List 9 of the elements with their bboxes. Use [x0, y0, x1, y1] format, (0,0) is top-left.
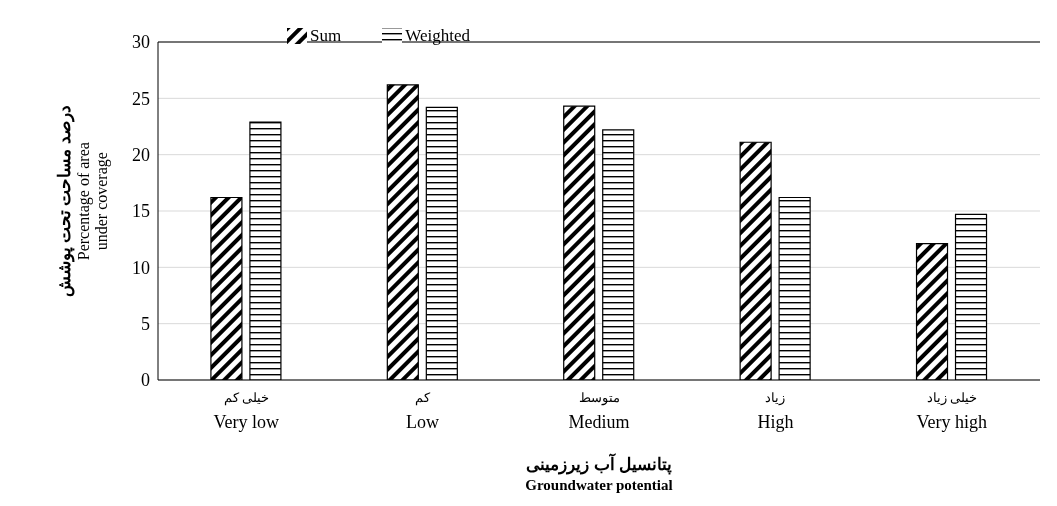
- y-tick-label: 15: [132, 201, 150, 222]
- y-tick-label: 25: [132, 88, 150, 109]
- y-tick-label: 20: [132, 145, 150, 166]
- legend-label: Sum: [310, 26, 342, 46]
- y-tick-label: 30: [132, 32, 150, 53]
- legend-label: Weighted: [405, 26, 470, 46]
- y-tick-label: 5: [141, 314, 150, 335]
- y-tick-label: 0: [141, 370, 150, 391]
- y-tick-label: 10: [132, 257, 150, 278]
